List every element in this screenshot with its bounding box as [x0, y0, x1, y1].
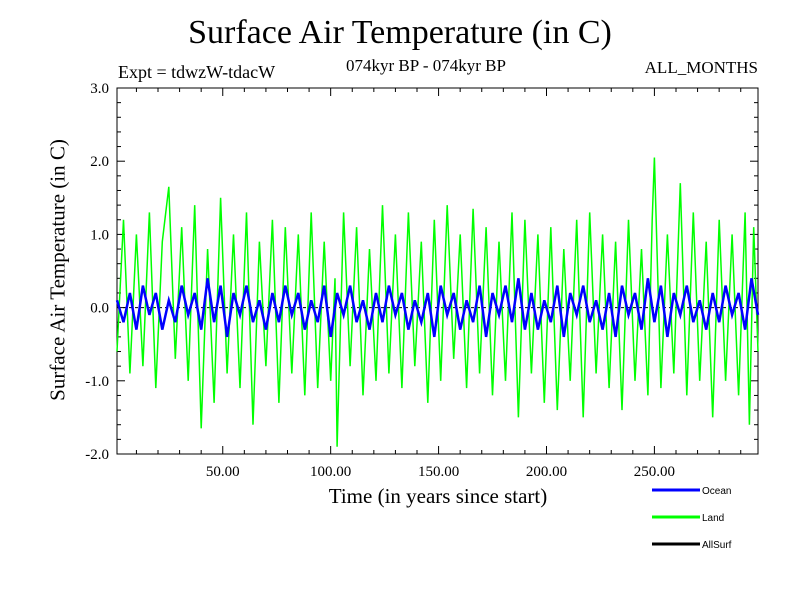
chart-title: Surface Air Temperature (in C) — [188, 14, 612, 51]
legend-label-ocean: Ocean — [702, 486, 731, 497]
y-tick-label: 1.0 — [90, 227, 109, 243]
x-tick-label: 250.00 — [634, 464, 675, 480]
x-tick-label: 200.00 — [526, 464, 567, 480]
legend-label-allsurf: AllSurf — [702, 540, 732, 551]
y-tick-label: 0.0 — [90, 301, 109, 317]
months-label: ALL_MONTHS — [644, 58, 758, 77]
period-label: 074kyr BP - 074kyr BP — [346, 56, 506, 75]
plot-frame — [116, 87, 759, 455]
x-tick-label: 50.00 — [206, 464, 240, 480]
series-land-line — [116, 157, 759, 447]
y-tick-label: -2.0 — [85, 447, 109, 463]
x-tick-label: 100.00 — [310, 464, 351, 480]
legend-label-land: Land — [702, 513, 724, 524]
series-ocean-line — [115, 278, 760, 338]
experiment-label: Expt = tdwzW-tdacW — [118, 62, 276, 82]
y-tick-label: -1.0 — [85, 374, 109, 390]
y-tick-label: 3.0 — [90, 81, 109, 97]
x-tick-label: 150.00 — [418, 464, 459, 480]
y-tick-label: 2.0 — [90, 154, 109, 170]
x-axis-label: Time (in years since start) — [328, 484, 548, 508]
